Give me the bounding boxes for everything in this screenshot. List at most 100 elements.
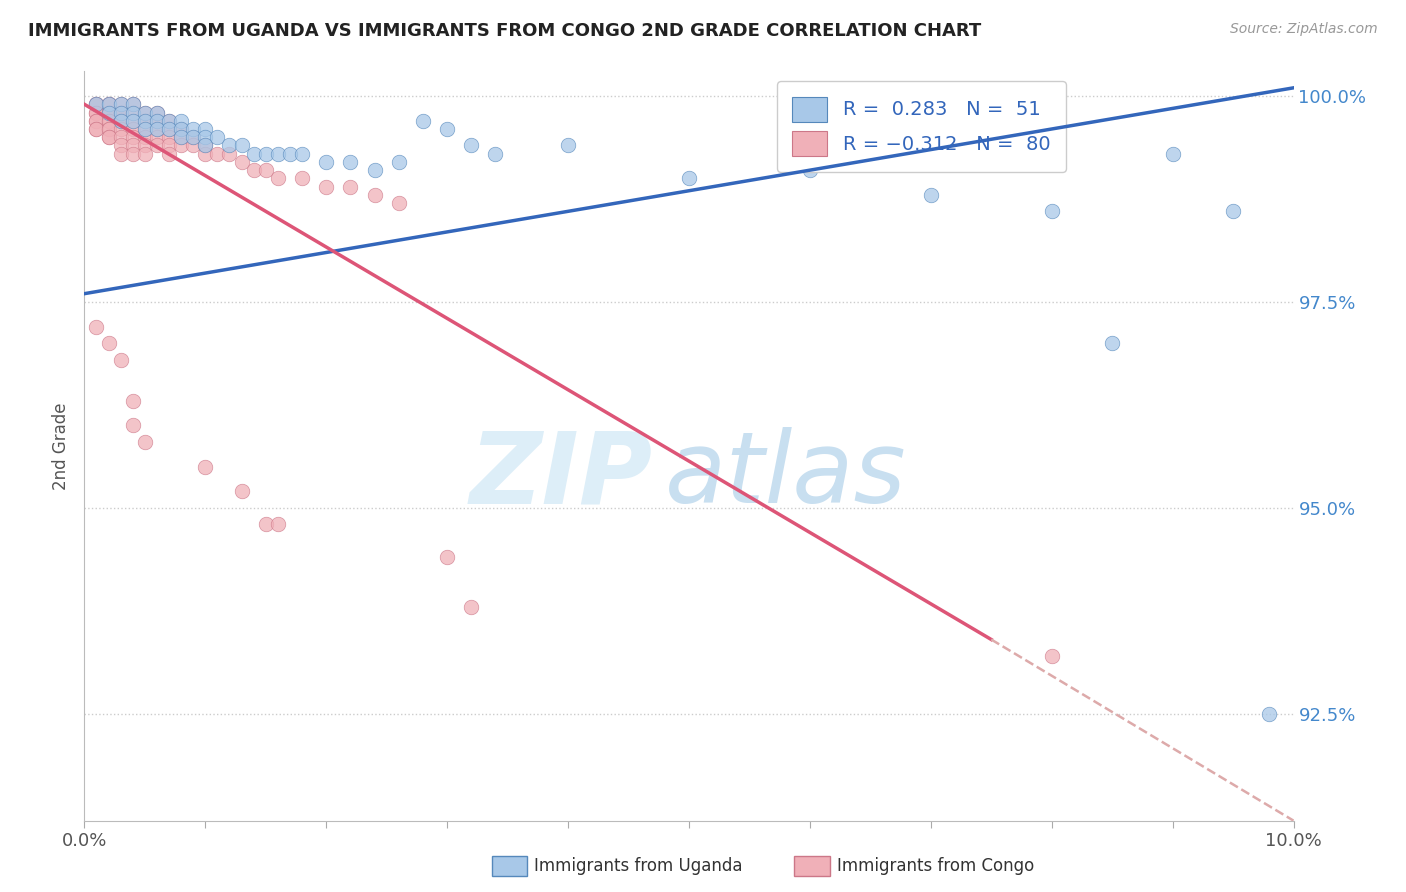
Point <box>1258 706 1281 721</box>
Point <box>146 105 169 120</box>
Point <box>339 155 361 169</box>
Legend: R =  0.283   N =  51, R = −0.312   N =  80: R = 0.283 N = 51, R = −0.312 N = 80 <box>778 81 1066 172</box>
Point <box>170 122 193 136</box>
Point <box>231 484 253 499</box>
Point <box>134 105 156 120</box>
Point <box>181 122 204 136</box>
Point <box>315 179 337 194</box>
Point <box>121 146 143 161</box>
Point <box>146 122 169 136</box>
Point <box>110 146 132 161</box>
Text: Source: ZipAtlas.com: Source: ZipAtlas.com <box>1230 22 1378 37</box>
Point <box>110 130 132 145</box>
Text: atlas: atlas <box>665 427 907 524</box>
Point <box>194 138 217 153</box>
Point <box>267 171 290 186</box>
Point <box>146 122 169 136</box>
Point <box>121 138 143 153</box>
Point <box>97 130 120 145</box>
Point <box>557 138 579 153</box>
Point <box>170 130 193 145</box>
Point <box>134 138 156 153</box>
Point <box>86 105 108 120</box>
Point <box>254 517 277 532</box>
Point <box>86 97 108 112</box>
Point <box>920 187 942 202</box>
Point <box>157 122 180 136</box>
Point <box>134 113 156 128</box>
Point <box>86 113 108 128</box>
Point <box>121 122 143 136</box>
Text: Immigrants from Congo: Immigrants from Congo <box>837 857 1033 875</box>
Point <box>194 122 217 136</box>
Text: Immigrants from Uganda: Immigrants from Uganda <box>534 857 742 875</box>
Point <box>231 138 253 153</box>
Point <box>97 122 120 136</box>
Point <box>97 105 120 120</box>
Point <box>121 418 143 433</box>
Point <box>484 146 506 161</box>
Point <box>97 97 120 112</box>
Point <box>157 146 180 161</box>
Point <box>157 113 180 128</box>
Point <box>134 146 156 161</box>
Point <box>121 130 143 145</box>
Point <box>121 97 143 112</box>
Point <box>110 138 132 153</box>
Point <box>134 122 156 136</box>
Point <box>110 122 132 136</box>
Point <box>134 122 156 136</box>
Point <box>146 138 169 153</box>
Point <box>1222 204 1244 219</box>
Point <box>207 130 229 145</box>
Point <box>1161 146 1184 161</box>
Point <box>194 138 217 153</box>
Point <box>363 163 385 178</box>
Point <box>242 146 264 161</box>
Point <box>97 336 120 351</box>
Point <box>86 113 108 128</box>
Point <box>97 122 120 136</box>
Point <box>110 113 132 128</box>
Point <box>86 97 108 112</box>
Point <box>121 113 143 128</box>
Point <box>97 130 120 145</box>
Point <box>194 130 217 145</box>
Point <box>218 138 240 153</box>
Point <box>157 138 180 153</box>
Point <box>799 163 821 178</box>
Point <box>412 113 434 128</box>
Point <box>436 122 458 136</box>
Point <box>86 122 108 136</box>
Point <box>134 434 156 449</box>
Point <box>110 105 132 120</box>
Point <box>315 155 337 169</box>
Point <box>267 517 290 532</box>
Point <box>121 105 143 120</box>
Point <box>170 122 193 136</box>
Point <box>170 113 193 128</box>
Point <box>157 130 180 145</box>
Y-axis label: 2nd Grade: 2nd Grade <box>52 402 70 490</box>
Point <box>110 113 132 128</box>
Point <box>146 130 169 145</box>
Point <box>339 179 361 194</box>
Point <box>242 163 264 178</box>
Point <box>157 122 180 136</box>
Point <box>181 130 204 145</box>
Point <box>1101 336 1123 351</box>
Point <box>134 105 156 120</box>
Point <box>181 138 204 153</box>
Point <box>121 393 143 408</box>
Point <box>134 113 156 128</box>
Point <box>146 113 169 128</box>
Point <box>207 146 229 161</box>
Point <box>86 319 108 334</box>
Point <box>460 599 482 614</box>
Point <box>97 113 120 128</box>
Point <box>97 113 120 128</box>
Point <box>181 130 204 145</box>
Point <box>110 352 132 367</box>
Point <box>110 105 132 120</box>
Point <box>110 105 132 120</box>
